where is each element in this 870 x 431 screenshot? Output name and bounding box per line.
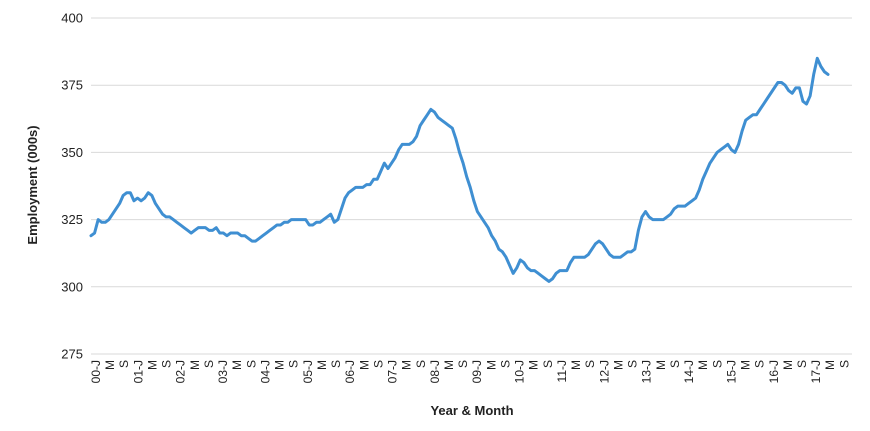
x-tick-label: 10-J [513,360,527,383]
x-tick-label: M [569,360,583,370]
x-tick-label: 07-J [386,360,400,383]
x-tick-label: S [202,360,216,368]
y-tick-label: 300 [61,279,83,294]
x-tick-label: M [103,360,117,370]
x-tick-label: M [696,360,710,370]
x-tick-label: M [400,360,414,370]
x-tick-label: S [117,360,131,368]
x-axis-ticks: 00-J M S 01-J M S 02-J M S 03-J M S 04-J M S 05-J M S 06-J… [89,360,851,383]
x-tick-label: S [541,360,555,368]
y-tick-label: 275 [61,347,83,362]
gridlines [91,17,852,355]
y-tick-label: 350 [61,145,83,160]
x-tick-label: 02-J [174,360,188,383]
x-tick-label: S [795,360,809,368]
x-tick-label: S [710,360,724,368]
x-tick-label: 00-J [89,360,103,383]
x-tick-label: M [739,360,753,370]
x-tick-label: 17-J [809,360,823,383]
series-layer [89,56,830,283]
x-tick-label: S [371,360,385,368]
x-tick-label: 13-J [640,360,654,383]
x-tick-label: 03-J [216,360,230,383]
x-axis-label: Year & Month [430,403,513,418]
x-tick-label: S [414,360,428,368]
y-axis-ticks: 275 300 325 350 375 400 [61,11,83,362]
x-tick-label: S [456,360,470,368]
x-tick-label: M [823,360,837,370]
x-tick-label: 08-J [428,360,442,383]
y-axis-label: Employment (000s) [25,125,40,244]
x-tick-label: M [230,360,244,370]
x-tick-label: M [145,360,159,370]
x-tick-label: 15-J [724,360,738,383]
x-tick-label: S [668,360,682,368]
x-tick-label: M [315,360,329,370]
x-tick-label: 14-J [682,360,696,383]
x-tick-label: M [484,360,498,370]
x-tick-label: S [329,360,343,368]
x-tick-label: M [442,360,456,370]
x-tick-label: M [357,360,371,370]
x-tick-label: 04-J [258,360,272,383]
x-tick-label: 05-J [301,360,315,383]
x-tick-label: 11-J [555,360,569,382]
x-tick-label: S [287,360,301,368]
y-tick-label: 375 [61,78,83,93]
x-tick-label: M [611,360,625,370]
x-tick-label: S [626,360,640,368]
x-tick-label: M [188,360,202,370]
y-tick-label: 325 [61,212,83,227]
x-tick-label: S [498,360,512,368]
x-tick-label: S [160,360,174,368]
x-tick-label: M [781,360,795,370]
x-tick-label: 01-J [131,360,145,383]
x-tick-label: 06-J [343,360,357,383]
x-tick-label: S [583,360,597,368]
series-line-employment [89,56,830,283]
x-tick-label: S [837,360,851,368]
x-tick-label: 12-J [597,360,611,383]
x-tick-label: 16-J [767,360,781,383]
x-tick-label: S [753,360,767,368]
x-tick-label: S [244,360,258,368]
x-tick-label: M [527,360,541,370]
x-tick-label: 09-J [470,360,484,383]
x-tick-label: M [654,360,668,370]
x-tick-label: M [273,360,287,370]
y-tick-label: 400 [61,11,83,26]
